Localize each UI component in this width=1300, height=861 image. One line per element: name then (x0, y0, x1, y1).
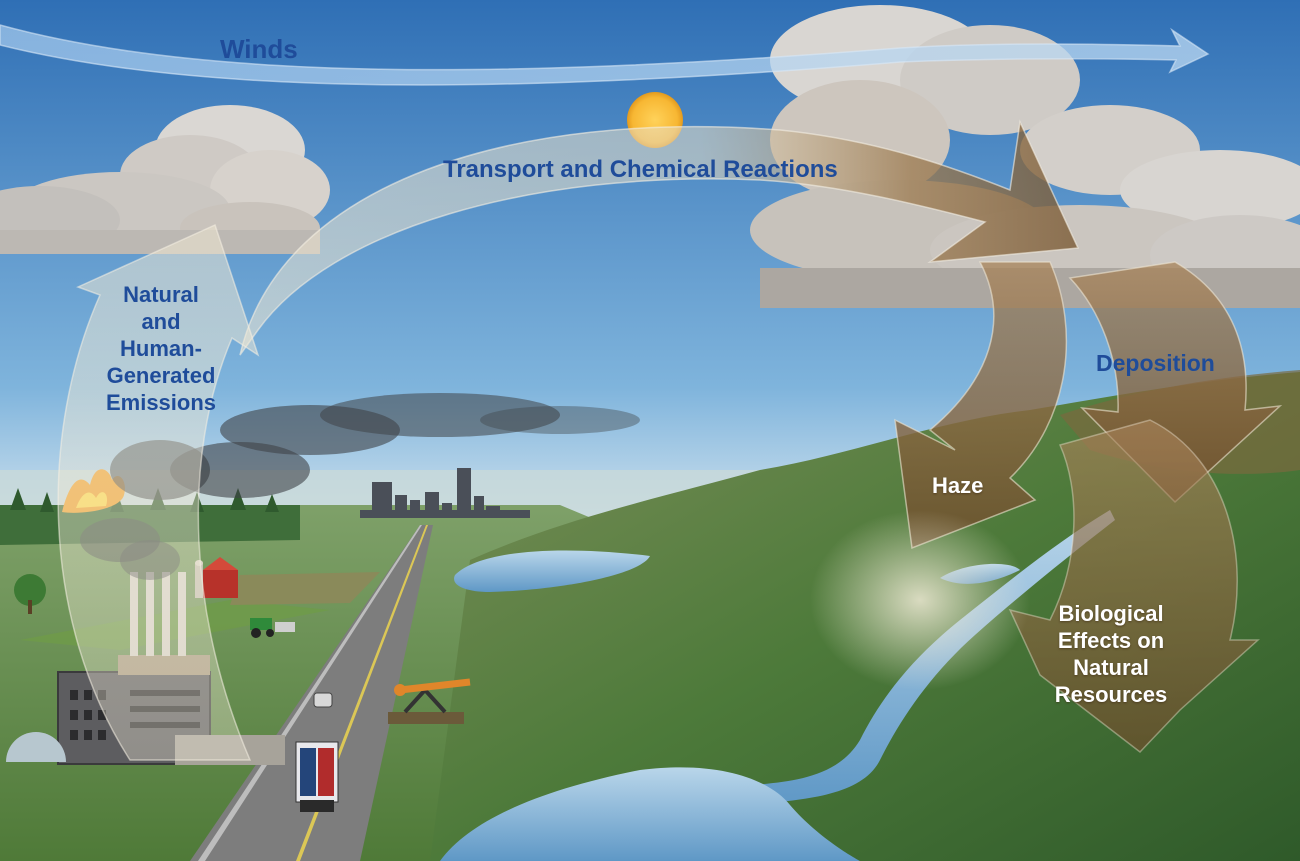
deposition-label: Deposition (1096, 350, 1215, 376)
emissions-arc-arrow (57, 223, 260, 761)
biological-effects-label: Biological Effects on Natural Resources (1054, 601, 1168, 707)
winds-label: Winds (220, 34, 298, 64)
city-skyline-icon (360, 468, 530, 518)
feedlot (230, 572, 380, 605)
tractor-icon (250, 618, 295, 638)
biological-effects-arrow (1008, 419, 1260, 754)
emissions-label: Natural and Human- Generated Emissions (105, 282, 217, 415)
oil-pump-icon (388, 678, 471, 724)
lake-upper (454, 550, 650, 592)
haze-glow (810, 510, 1030, 690)
transport-arc-arrow (239, 119, 1080, 356)
truck-icon (295, 741, 339, 812)
lake-lower (440, 767, 860, 861)
transport-label: Transport and Chemical Reactions (443, 156, 838, 183)
car-icon (313, 692, 333, 708)
winds-arrow (0, 24, 1210, 86)
dome-tank (6, 732, 66, 762)
haze-label: Haze (932, 473, 984, 498)
